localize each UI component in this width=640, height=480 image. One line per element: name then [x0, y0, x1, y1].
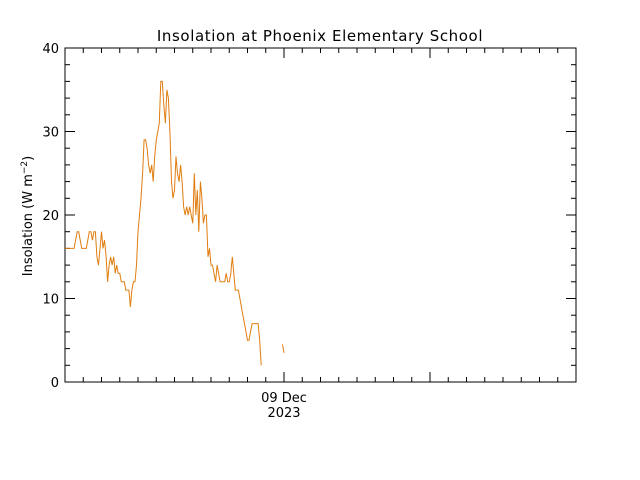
y-tick-label: 30 [42, 126, 59, 141]
y-axis-label: Insolation (W m−2) [20, 156, 36, 277]
insolation-line-segment [282, 344, 285, 353]
x-tick-label-year: 2023 [267, 406, 300, 421]
y-tick-label: 20 [42, 209, 59, 224]
y-axis: 0 10 20 30 40 [42, 42, 576, 391]
y-axis-label-close: ) [21, 156, 36, 161]
y-tick-label: 40 [42, 42, 59, 57]
y-tick-label: 0 [51, 376, 59, 391]
y-tick-label: 10 [42, 293, 59, 308]
y-axis-label-exponent: −2 [20, 161, 30, 174]
x-tick-label: 09 Dec [261, 391, 307, 406]
insolation-series [65, 80, 285, 366]
plot-frame [64, 47, 577, 383]
chart-title: Insolation at Phoenix Elementary School [157, 27, 483, 45]
insolation-line-segment [65, 80, 262, 366]
y-axis-label-text: Insolation (W m [21, 174, 36, 276]
